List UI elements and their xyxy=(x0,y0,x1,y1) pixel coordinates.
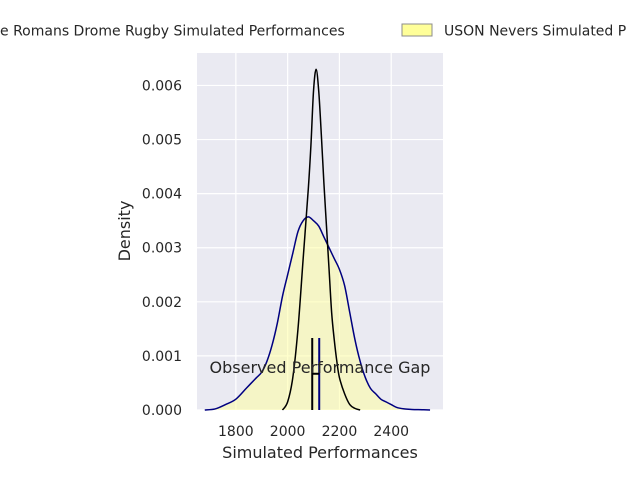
x-tick-label: 2000 xyxy=(270,424,306,440)
legend-patch-swatch xyxy=(401,23,433,37)
y-tick-label: 0.001 xyxy=(142,349,182,365)
annotation-text: Observed Performance Gap xyxy=(210,358,431,377)
y-tick-label: 0.002 xyxy=(142,295,182,311)
legend-label-valence: e Romans Drome Rugby Simulated Performan… xyxy=(0,24,345,40)
y-tick-label: 0.005 xyxy=(142,133,182,149)
legend: e Romans Drome Rugby Simulated Performan… xyxy=(0,23,626,40)
density-line-valence xyxy=(281,68,361,411)
grid xyxy=(197,53,443,411)
legend-label-nevers: USON Nevers Simulated P xyxy=(444,24,626,40)
x-tick-label: 2200 xyxy=(322,424,358,440)
density-fill-nevers xyxy=(204,216,431,410)
x-tick-label: 2400 xyxy=(373,424,409,440)
x-tick-label: 1800 xyxy=(218,424,254,440)
y-tick-label: 0.000 xyxy=(142,403,182,419)
plot-content xyxy=(204,68,431,411)
x-tick-labels: 1800 2000 2200 2400 xyxy=(218,424,409,440)
y-tick-label: 0.004 xyxy=(142,187,182,203)
y-axis-label: Density xyxy=(115,201,134,262)
y-tick-labels: 0.000 0.001 0.002 0.003 0.004 0.005 0.006 xyxy=(142,78,182,419)
density-line-nevers xyxy=(204,216,431,411)
x-axis-label: Simulated Performances xyxy=(222,443,418,462)
y-tick-label: 0.006 xyxy=(142,78,182,94)
y-tick-label: 0.003 xyxy=(142,241,182,257)
